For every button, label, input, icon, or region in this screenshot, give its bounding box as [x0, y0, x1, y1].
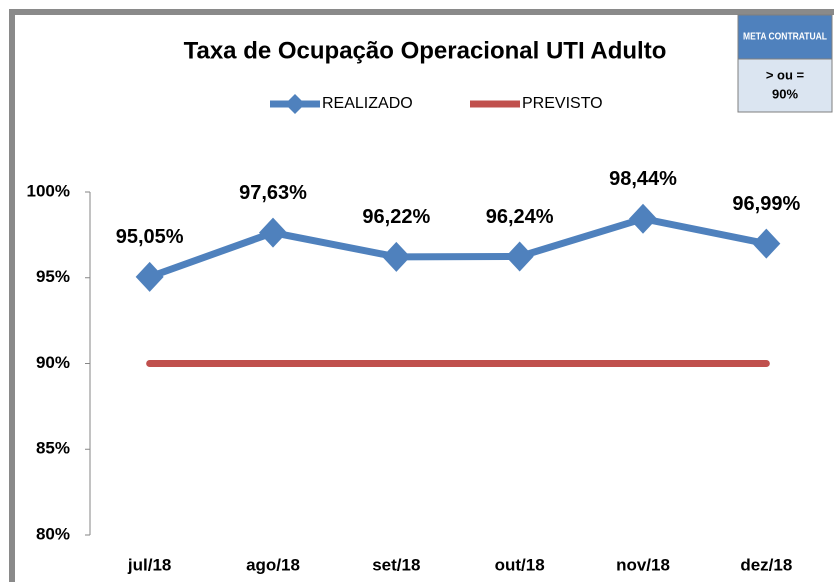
marker [259, 217, 287, 248]
legend-label: PREVISTO [522, 95, 603, 112]
y-tick-label: 100% [27, 181, 70, 200]
marker [135, 261, 164, 292]
meta-header: META CONTRATUAL [743, 32, 827, 43]
marker [752, 228, 781, 259]
data-label: 95,05% [116, 226, 184, 248]
meta-value: > ou = [766, 67, 805, 82]
y-tick-label: 85% [36, 439, 70, 458]
data-label: 96,24% [486, 206, 554, 228]
x-tick-label: dez/18 [740, 555, 792, 574]
y-tick-label: 90% [36, 353, 70, 372]
data-label: 97,63% [239, 182, 307, 204]
marker [382, 241, 411, 272]
meta-box [737, 14, 833, 113]
x-tick-label: set/18 [372, 555, 420, 574]
y-tick-label: 95% [36, 267, 70, 286]
data-label: 96,99% [732, 193, 800, 215]
x-tick-label: out/18 [495, 555, 545, 574]
data-label: 98,44% [609, 168, 677, 190]
x-tick-label: nov/18 [616, 555, 670, 574]
frame [9, 9, 834, 582]
x-tick-label: jul/18 [127, 555, 171, 574]
series-line [146, 215, 770, 281]
marker [629, 203, 657, 234]
legend-label: REALIZADO [322, 95, 413, 112]
marker [505, 241, 534, 272]
data-label: 96,22% [362, 206, 430, 228]
meta-value: 90% [772, 86, 798, 101]
y-tick-label: 80% [36, 524, 70, 543]
x-tick-label: ago/18 [246, 555, 300, 574]
meta-value-box [737, 58, 833, 113]
chart-title: Taxa de Ocupação Operacional UTI Adulto [184, 37, 667, 64]
legend-marker [285, 94, 305, 114]
